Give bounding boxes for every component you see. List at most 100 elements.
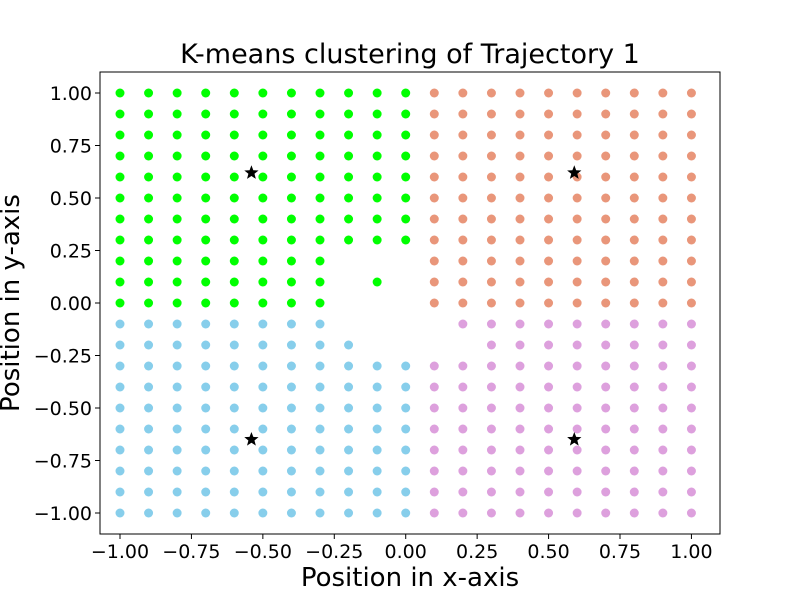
y-tick-label: 1.00 [50, 83, 92, 105]
data-point [686, 445, 696, 455]
data-point [144, 109, 154, 119]
data-point [686, 256, 696, 266]
data-point [458, 298, 468, 308]
data-point [429, 298, 439, 308]
data-point [258, 340, 268, 350]
data-point [229, 445, 239, 455]
data-point [515, 130, 525, 140]
data-point [401, 403, 411, 413]
data-point [229, 256, 239, 266]
data-point [572, 235, 582, 245]
data-point [629, 298, 639, 308]
data-point [486, 424, 496, 434]
data-point [629, 361, 639, 371]
data-point [258, 88, 268, 98]
data-point [172, 445, 182, 455]
data-point [115, 487, 125, 497]
y-tick-label: −0.75 [34, 451, 92, 473]
data-point [372, 382, 382, 392]
data-point [144, 361, 154, 371]
data-point [601, 319, 611, 329]
data-point [601, 214, 611, 224]
data-point [286, 130, 296, 140]
data-point [658, 424, 668, 434]
data-point [601, 130, 611, 140]
data-point [458, 235, 468, 245]
data-point [601, 424, 611, 434]
data-point [458, 256, 468, 266]
data-point [601, 235, 611, 245]
data-point [315, 508, 325, 518]
data-point [572, 466, 582, 476]
data-point [658, 298, 668, 308]
data-point [401, 424, 411, 434]
data-point [658, 466, 668, 476]
data-point [429, 277, 439, 287]
data-point [429, 508, 439, 518]
data-point [429, 361, 439, 371]
data-point [486, 445, 496, 455]
data-point [486, 487, 496, 497]
data-point [486, 88, 496, 98]
data-point [601, 151, 611, 161]
data-point [201, 298, 211, 308]
data-point [229, 487, 239, 497]
data-point [315, 382, 325, 392]
data-point [372, 487, 382, 497]
data-point [544, 508, 554, 518]
data-point [486, 382, 496, 392]
data-point [515, 109, 525, 119]
data-point [229, 88, 239, 98]
data-point [144, 298, 154, 308]
y-tick-label: 0.50 [50, 188, 92, 210]
data-point [629, 340, 639, 350]
data-point [686, 298, 696, 308]
x-tick-label: 0.25 [456, 541, 498, 563]
data-point [601, 340, 611, 350]
data-point [544, 340, 554, 350]
data-point [572, 88, 582, 98]
data-point [486, 298, 496, 308]
data-point [315, 361, 325, 371]
data-point [658, 172, 668, 182]
data-point [201, 256, 211, 266]
data-point [286, 424, 296, 434]
data-point [344, 361, 354, 371]
data-point [201, 424, 211, 434]
data-point [544, 277, 554, 287]
data-point [429, 151, 439, 161]
data-point [344, 340, 354, 350]
data-point [372, 445, 382, 455]
data-point [572, 130, 582, 140]
data-point [601, 445, 611, 455]
data-point [401, 130, 411, 140]
data-point [429, 487, 439, 497]
data-point [201, 445, 211, 455]
data-point [172, 109, 182, 119]
data-point [315, 235, 325, 245]
data-point [286, 298, 296, 308]
data-point [172, 403, 182, 413]
data-point [115, 508, 125, 518]
data-point [401, 445, 411, 455]
data-point [601, 487, 611, 497]
data-point [686, 130, 696, 140]
data-point [258, 172, 268, 182]
data-point [115, 424, 125, 434]
data-point [115, 361, 125, 371]
data-point [515, 487, 525, 497]
data-point [658, 445, 668, 455]
data-point [315, 298, 325, 308]
data-point [229, 508, 239, 518]
data-point [372, 277, 382, 287]
data-point [401, 88, 411, 98]
data-point [144, 382, 154, 392]
data-points [115, 88, 696, 518]
data-point [229, 277, 239, 287]
data-point [144, 214, 154, 224]
data-point [515, 298, 525, 308]
data-point [486, 403, 496, 413]
data-point [258, 487, 268, 497]
data-point [401, 109, 411, 119]
